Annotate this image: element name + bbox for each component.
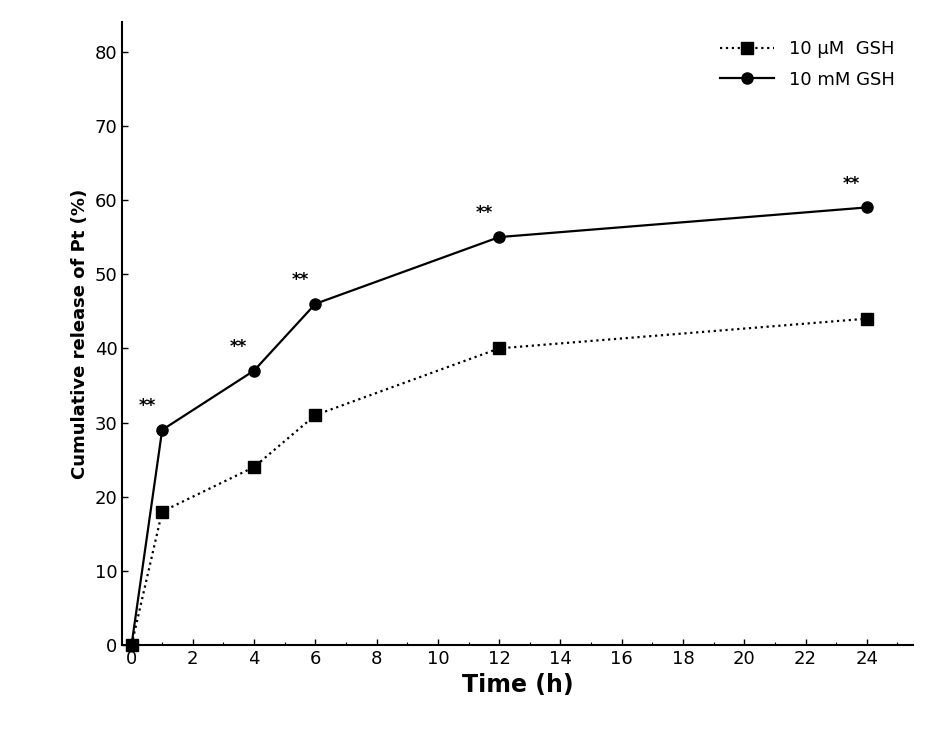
X-axis label: Time (h): Time (h) <box>462 674 573 698</box>
Y-axis label: Cumulative release of Pt (%): Cumulative release of Pt (%) <box>72 188 89 479</box>
Text: **: ** <box>843 174 860 193</box>
Text: **: ** <box>231 338 247 356</box>
Legend: 10 μM  GSH, 10 mM GSH: 10 μM GSH, 10 mM GSH <box>711 31 903 97</box>
Text: **: ** <box>138 397 155 415</box>
Text: **: ** <box>292 271 309 289</box>
Text: **: ** <box>475 205 492 222</box>
